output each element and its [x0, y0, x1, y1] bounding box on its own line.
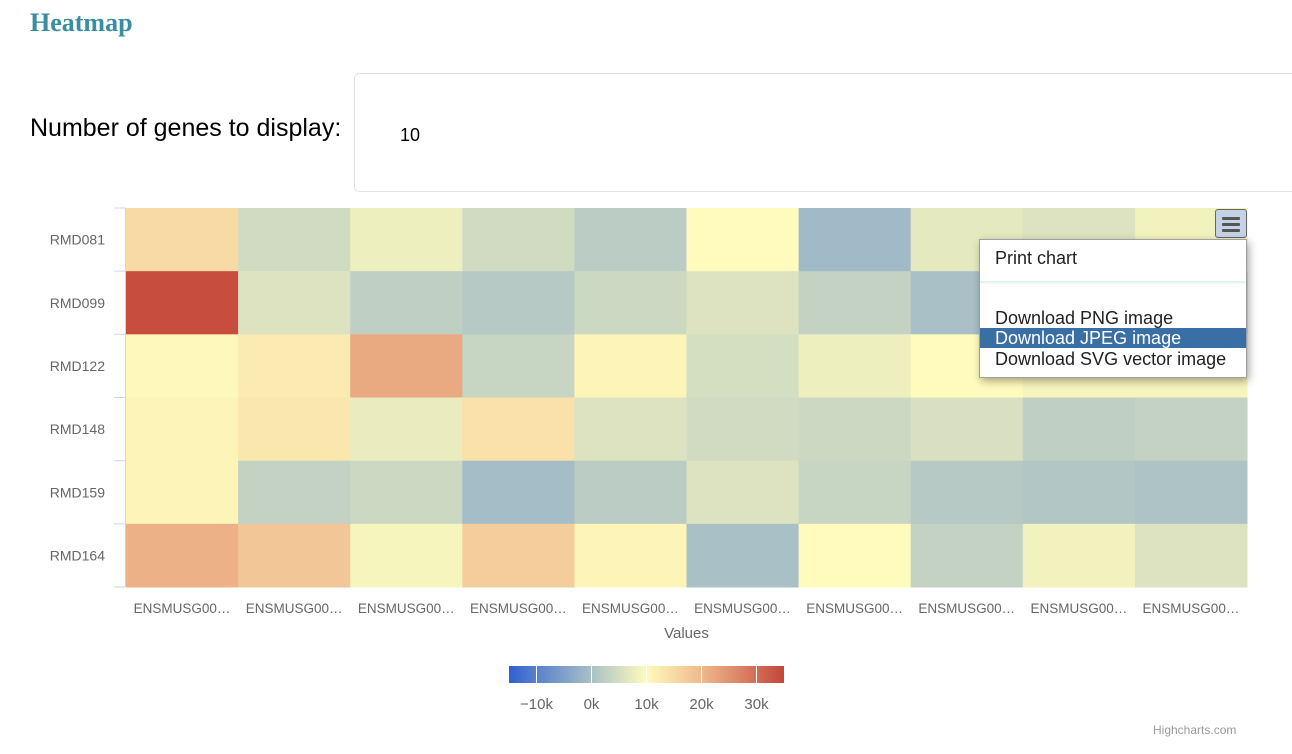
heatmap-cell: [686, 208, 800, 272]
heatmap-cell: [238, 334, 351, 398]
heatmap-cell: [350, 208, 463, 272]
color-axis-label: 20k: [689, 696, 714, 713]
x-axis-label: ENSMUSG00…: [358, 601, 455, 616]
x-axis-label: ENSMUSG00…: [806, 601, 903, 616]
y-axis-label: RMD081: [50, 232, 105, 248]
heatmap-cell: [798, 208, 912, 272]
x-axis-label: ENSMUSG00…: [246, 601, 343, 616]
heatmap-cell: [910, 460, 1024, 525]
heatmap-cell: [462, 271, 575, 335]
heatmap-cell: [910, 397, 1024, 462]
heatmap-cell: [126, 208, 239, 272]
chart-context-menu-button[interactable]: [1215, 209, 1247, 238]
x-axis-label: ENSMUSG00…: [694, 601, 791, 616]
heatmap-cell: [574, 523, 687, 588]
heatmap-cell: [798, 271, 912, 335]
heatmap-cell: [686, 271, 800, 335]
color-axis-label: 10k: [634, 696, 659, 713]
heatmap-cell: [1022, 460, 1136, 525]
x-axis-label: ENSMUSG00…: [582, 601, 679, 616]
genes-count-label: Number of genes to display:: [30, 114, 342, 142]
heatmap-cell: [798, 334, 912, 398]
heatmap-cell: [686, 460, 800, 525]
heatmap-cell: [798, 523, 912, 588]
color-axis-label: −10k: [520, 696, 553, 713]
heatmap-cell: [350, 271, 463, 335]
color-axis-label: 0k: [584, 696, 600, 713]
heatmap-cell: [238, 460, 351, 525]
x-axis-title: Values: [664, 625, 709, 642]
x-axis-label: ENSMUSG00…: [134, 601, 231, 616]
heatmap-cell: [238, 397, 351, 462]
heatmap-cell: [126, 334, 239, 398]
color-axis-label: 30k: [744, 696, 769, 713]
y-axis-label: RMD159: [50, 484, 105, 500]
heatmap-cell: [126, 460, 239, 525]
menu-item-print-chart[interactable]: Print chart: [995, 248, 1078, 268]
menu-item-download-jpeg[interactable]: Download JPEG image: [980, 328, 1246, 348]
y-axis-label: RMD164: [50, 547, 105, 563]
heatmap-cell: [1022, 397, 1136, 462]
heatmap-cell: [238, 208, 351, 272]
heatmap-cell: [686, 397, 800, 462]
heatmap-cell: [350, 523, 463, 588]
heatmap-cell: [574, 397, 687, 462]
heatmap-cell: [126, 523, 239, 588]
y-axis-label: RMD099: [50, 295, 105, 311]
heatmap-cell: [238, 523, 351, 588]
heatmap-cell: [126, 397, 239, 462]
heatmap-cell: [798, 397, 912, 462]
heatmap-cell: [462, 334, 575, 398]
x-axis-label: ENSMUSG00…: [470, 601, 567, 616]
heatmap-cell: [462, 523, 575, 588]
heatmap-cell: [350, 334, 463, 398]
heatmap-cell: [1134, 523, 1248, 588]
page-title: Heatmap: [30, 8, 133, 37]
x-axis-label: ENSMUSG00…: [1030, 601, 1127, 616]
heatmap-cell: [126, 271, 239, 335]
export-menu: Print chart Download PNG image Download …: [979, 239, 1247, 378]
heatmap-cell: [238, 271, 351, 335]
heatmap-cell: [910, 523, 1024, 588]
heatmap-cell: [686, 334, 800, 398]
heatmap-cell: [1134, 460, 1248, 525]
heatmap-cell: [686, 523, 800, 588]
heatmap-cell: [462, 460, 575, 525]
x-axis-label: ENSMUSG00…: [918, 601, 1015, 616]
genes-count-input[interactable]: [400, 122, 700, 148]
heatmap-cell: [1134, 397, 1248, 462]
y-axis-label: RMD148: [50, 421, 105, 437]
heatmap-cell: [574, 334, 687, 398]
y-axis-label: RMD122: [50, 358, 105, 374]
heatmap-cell: [350, 397, 463, 462]
heatmap-cell: [574, 271, 687, 335]
x-axis-label: ENSMUSG00…: [1143, 601, 1240, 616]
heatmap-cell: [798, 460, 912, 525]
heatmap-cell: [462, 397, 575, 462]
heatmap-cell: [1022, 523, 1136, 588]
menu-item-download-png[interactable]: Download PNG image: [995, 308, 1174, 328]
heatmap-cell: [350, 460, 463, 525]
highcharts-credits[interactable]: Highcharts.com: [1153, 723, 1237, 737]
heatmap-cell: [462, 208, 575, 272]
heatmap-cell: [574, 208, 687, 272]
menu-item-download-svg[interactable]: Download SVG vector image: [995, 349, 1227, 369]
menu-separator: [980, 281, 1246, 284]
heatmap-cell: [574, 460, 687, 525]
